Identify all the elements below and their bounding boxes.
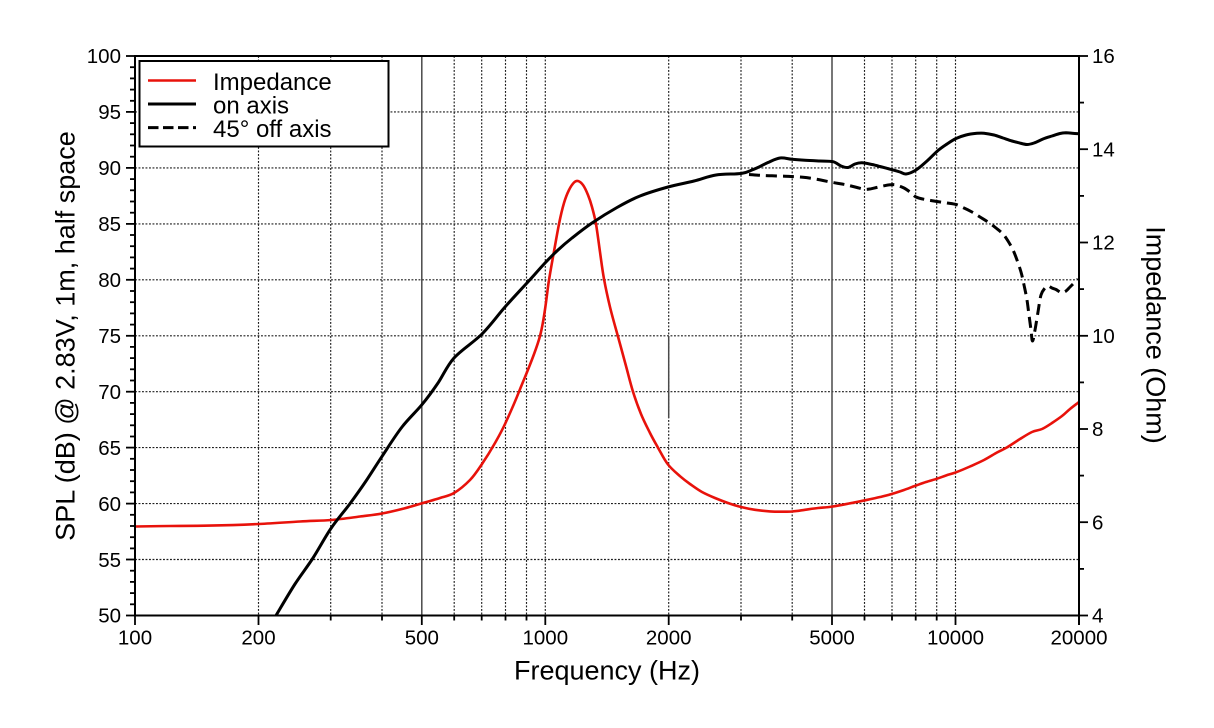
svg-text:Impedance (Ohm): Impedance (Ohm) bbox=[1141, 226, 1171, 444]
svg-text:Impedance: Impedance bbox=[213, 69, 332, 96]
svg-text:12: 12 bbox=[1092, 232, 1115, 255]
svg-text:4: 4 bbox=[1092, 605, 1103, 628]
svg-text:14: 14 bbox=[1092, 138, 1115, 161]
svg-text:500: 500 bbox=[405, 627, 439, 650]
svg-text:85: 85 bbox=[98, 213, 121, 236]
svg-text:70: 70 bbox=[98, 381, 121, 404]
svg-text:200: 200 bbox=[241, 627, 275, 650]
svg-text:Frequency (Hz): Frequency (Hz) bbox=[514, 656, 700, 686]
svg-text:6: 6 bbox=[1092, 512, 1103, 535]
svg-text:10000: 10000 bbox=[927, 627, 984, 650]
svg-text:100: 100 bbox=[118, 627, 152, 650]
svg-text:SPL (dB) @ 2.83V, 1m, half spa: SPL (dB) @ 2.83V, 1m, half space bbox=[51, 131, 81, 541]
svg-text:2000: 2000 bbox=[646, 627, 692, 650]
svg-text:50: 50 bbox=[98, 605, 121, 628]
svg-text:16: 16 bbox=[1092, 45, 1115, 68]
svg-text:75: 75 bbox=[98, 325, 121, 348]
svg-text:65: 65 bbox=[98, 437, 121, 460]
svg-text:8: 8 bbox=[1092, 418, 1103, 441]
svg-text:100: 100 bbox=[87, 45, 121, 68]
svg-text:on axis: on axis bbox=[213, 93, 289, 120]
svg-text:60: 60 bbox=[98, 493, 121, 516]
svg-text:20000: 20000 bbox=[1050, 627, 1107, 650]
svg-text:5000: 5000 bbox=[809, 627, 855, 650]
svg-text:90: 90 bbox=[98, 157, 121, 180]
svg-text:95: 95 bbox=[98, 101, 121, 124]
svg-text:1000: 1000 bbox=[522, 627, 568, 650]
svg-text:45° off axis: 45° off axis bbox=[213, 116, 332, 143]
svg-text:55: 55 bbox=[98, 549, 121, 572]
svg-text:10: 10 bbox=[1092, 325, 1115, 348]
svg-text:80: 80 bbox=[98, 269, 121, 292]
